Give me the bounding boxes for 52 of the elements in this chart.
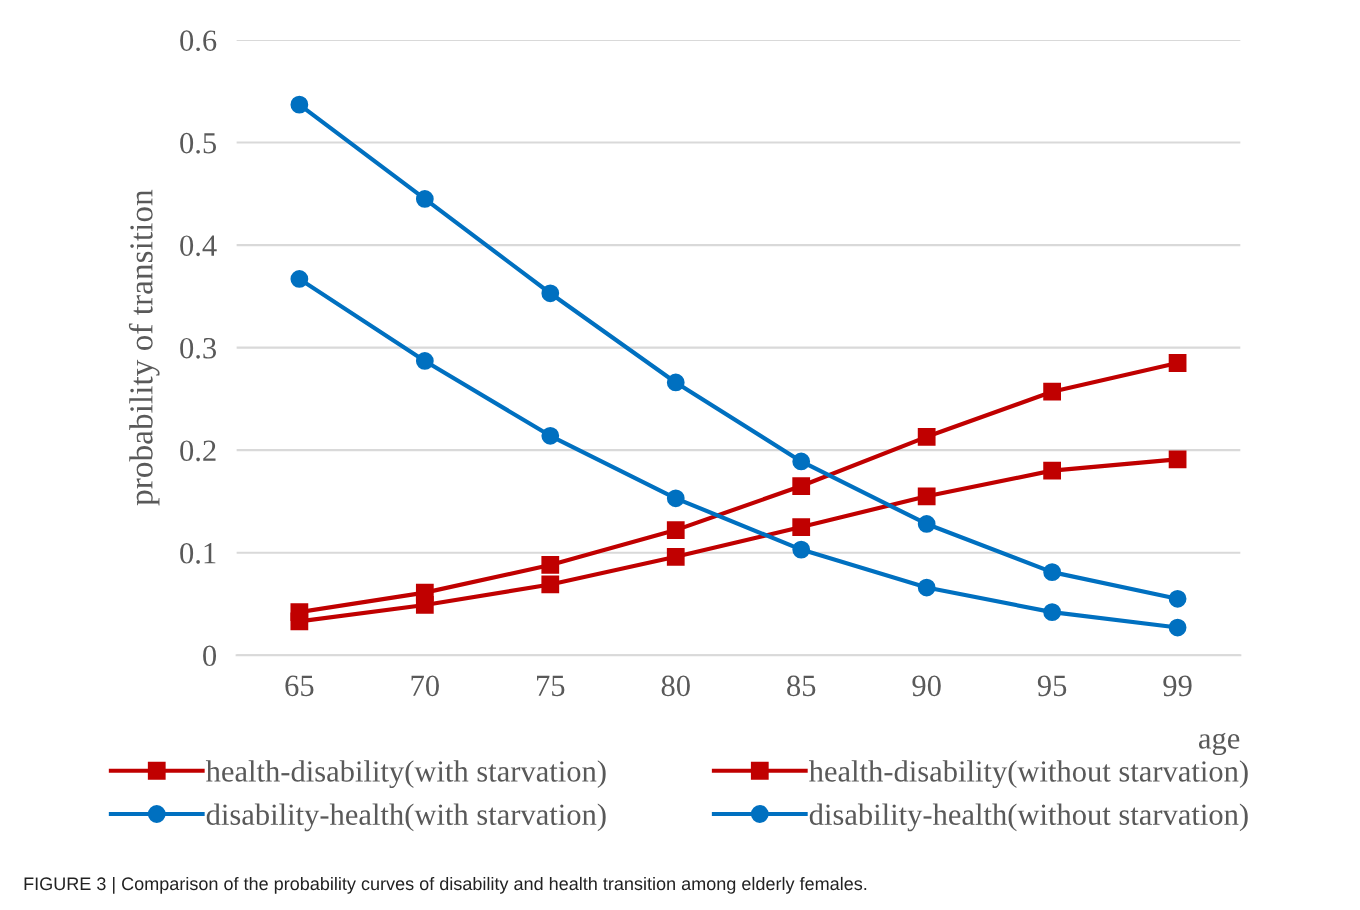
legend-label: health-disability(without starvation) — [808, 760, 1248, 789]
x-axis-title: age — [1198, 732, 1240, 756]
point — [666, 547, 685, 566]
point — [290, 270, 309, 288]
point — [792, 518, 811, 536]
legend-label: disability-health(without starvation) — [809, 803, 1248, 832]
point — [666, 373, 685, 392]
y-tick-label: 0.1 — [180, 542, 216, 564]
point — [541, 575, 560, 594]
y-axis-title: probability of transition — [128, 189, 160, 506]
y-tick-label: 0 — [203, 645, 217, 667]
point — [792, 540, 811, 559]
x-tick-label: 85 — [787, 675, 816, 697]
point — [1168, 450, 1187, 469]
x-tick-label: 70 — [411, 675, 439, 697]
point — [917, 578, 936, 597]
legend-label: disability-health(with starvation) — [206, 803, 606, 832]
point — [917, 515, 936, 533]
point — [1043, 382, 1062, 401]
point — [415, 190, 434, 208]
point — [415, 596, 434, 614]
y-tick-label: 0.3 — [180, 337, 216, 359]
point — [541, 556, 560, 574]
point — [290, 95, 309, 114]
x-tick-label: 90 — [912, 675, 941, 697]
y-tick-label: 0.4 — [180, 235, 217, 257]
point — [666, 521, 685, 540]
point — [1043, 461, 1062, 480]
y-tick-label: 0.2 — [180, 440, 216, 462]
point — [917, 487, 936, 506]
point — [290, 612, 309, 631]
y-tick-label: 0.5 — [180, 132, 216, 154]
point — [1043, 563, 1062, 582]
point — [541, 426, 560, 445]
x-tick-label: 80 — [661, 675, 690, 697]
x-tick-label: 75 — [537, 675, 565, 697]
y-tick-label: 0.6 — [180, 30, 217, 52]
point — [1043, 603, 1062, 622]
legend-label: health-disability(with starvation) — [205, 760, 606, 789]
caption: FIGURE 3 | Comparison of the probability curves of disability and health transition among elderly females. — [24, 876, 867, 894]
x-tick-label: 65 — [285, 675, 314, 697]
point — [415, 352, 434, 370]
point — [1168, 589, 1187, 608]
x-tick-label: 99 — [1163, 675, 1192, 697]
point — [917, 427, 936, 446]
x-tick-label: 95 — [1037, 675, 1067, 697]
point — [541, 284, 560, 303]
point — [1168, 618, 1187, 637]
point — [792, 477, 811, 495]
point — [792, 452, 811, 471]
point — [1168, 354, 1187, 372]
point — [666, 489, 685, 508]
